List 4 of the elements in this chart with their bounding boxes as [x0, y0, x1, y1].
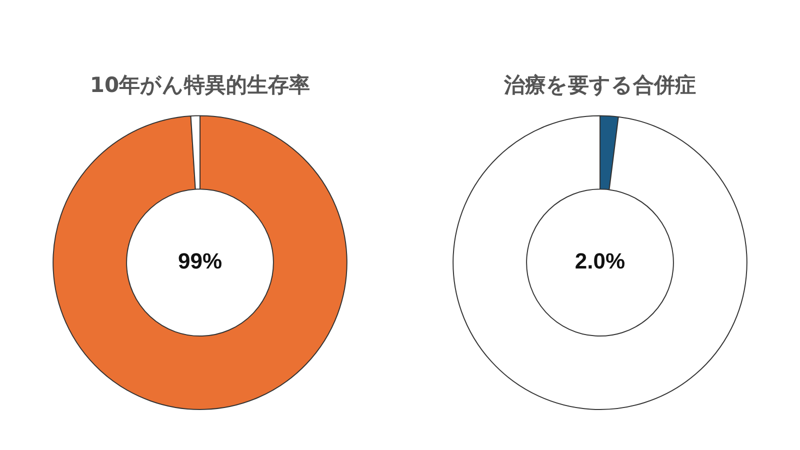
chart-title: 10年がん特異的生存率: [90, 73, 310, 98]
text: 2.0%: [574, 248, 626, 274]
text: 99%: [178, 248, 222, 274]
chart-title: 治療を要する合併症: [503, 73, 696, 98]
